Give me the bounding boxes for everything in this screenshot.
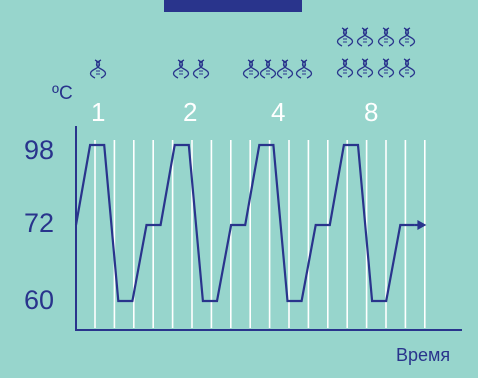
dna-helix-icon [356, 27, 374, 47]
header-bar [164, 0, 302, 12]
dna-helix-icon [242, 59, 260, 79]
y-tick-98: 98 [24, 135, 55, 165]
dna-helix-icon [398, 27, 416, 47]
y-tick-72: 72 [24, 208, 55, 238]
series-arrow-head [417, 220, 427, 230]
dna-helix-icon [192, 59, 210, 79]
cycle-label-1: 1 [91, 97, 106, 127]
dna-helix-icon [356, 58, 374, 78]
y-tick-60: 60 [24, 285, 55, 315]
dna-helix-icon [295, 59, 313, 79]
dna-helix-icon [377, 58, 395, 78]
temperature-series-line [74, 143, 415, 303]
cycle-label-4: 4 [271, 97, 286, 127]
dna-helix-icon [336, 27, 354, 47]
dna-helix-icon [398, 58, 416, 78]
dna-helix-icon [336, 58, 354, 78]
x-axis-label: Время [396, 345, 451, 365]
cycle-label-8: 8 [364, 97, 379, 127]
y-axis-unit: ºC [52, 83, 73, 104]
dna-helix-icon [172, 59, 190, 79]
cycle-label-2: 2 [183, 97, 198, 127]
dna-helix-icon [377, 27, 395, 47]
dna-helix-icon [259, 59, 277, 79]
dna-helix-icon [89, 59, 107, 79]
dna-helix-icon [276, 59, 294, 79]
